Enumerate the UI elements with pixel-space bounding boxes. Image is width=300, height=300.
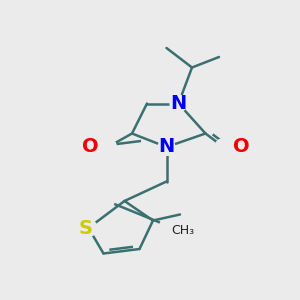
Text: N: N — [158, 137, 175, 157]
Circle shape — [158, 139, 175, 155]
Circle shape — [80, 220, 97, 236]
Text: O: O — [82, 137, 99, 157]
Circle shape — [170, 95, 187, 112]
Text: CH₃: CH₃ — [171, 224, 195, 236]
Text: O: O — [232, 137, 249, 157]
Circle shape — [100, 139, 116, 155]
Text: N: N — [170, 94, 187, 113]
Text: S: S — [79, 218, 92, 238]
Circle shape — [215, 139, 232, 155]
